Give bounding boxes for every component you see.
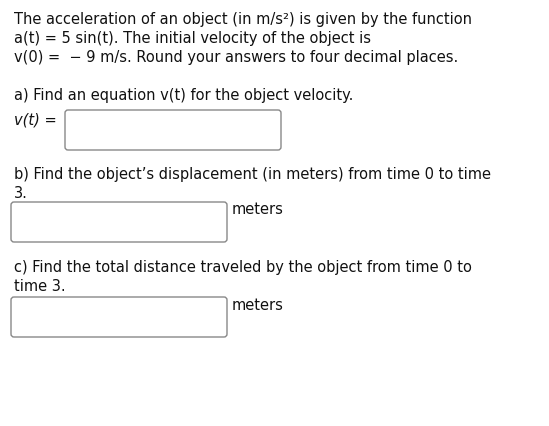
Text: b) Find the object’s displacement (in meters) from time 0 to time: b) Find the object’s displacement (in me… [14,167,491,182]
FancyBboxPatch shape [11,202,227,242]
Text: a(t) = 5 sin(t). The initial velocity of the object is: a(t) = 5 sin(t). The initial velocity of… [14,31,371,46]
Text: time 3.: time 3. [14,279,66,294]
Text: v(0) =  − 9 m/s. Round your answers to four decimal places.: v(0) = − 9 m/s. Round your answers to fo… [14,50,458,65]
Text: v(t) =: v(t) = [14,112,57,127]
Text: meters: meters [232,202,284,218]
Text: meters: meters [232,297,284,313]
Text: The acceleration of an object (in m/s²) is given by the function: The acceleration of an object (in m/s²) … [14,12,472,27]
Text: a) Find an equation v(t) for the object velocity.: a) Find an equation v(t) for the object … [14,88,354,103]
FancyBboxPatch shape [11,297,227,337]
Text: c) Find the total distance traveled by the object from time 0 to: c) Find the total distance traveled by t… [14,260,472,275]
Text: 3.: 3. [14,186,28,201]
FancyBboxPatch shape [65,110,281,150]
